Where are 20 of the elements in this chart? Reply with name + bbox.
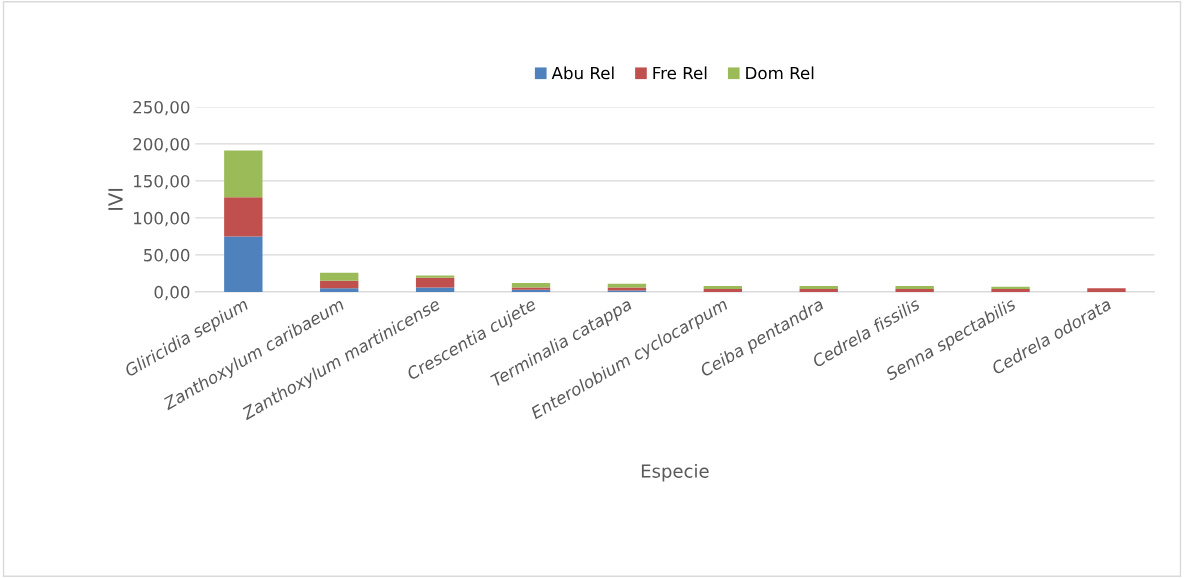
bar — [320, 280, 359, 289]
x-axis-title: Especie — [641, 463, 709, 482]
legend-label: Dom Rel — [746, 66, 814, 80]
bar — [224, 197, 263, 237]
bar — [320, 272, 359, 281]
bar — [224, 236, 263, 292]
bar — [415, 277, 455, 288]
y-axis-title: IVI — [108, 188, 123, 210]
bar — [415, 287, 455, 292]
legend-label: Abu Rel — [551, 66, 614, 80]
y-tick-label: 0,00 — [154, 285, 190, 301]
bar — [1087, 288, 1126, 292]
y-tick-label: 150,00 — [134, 174, 190, 190]
y-tick-label: 250,00 — [133, 100, 190, 116]
legend-label: Fre Rel — [653, 66, 707, 80]
y-tick-label: 50,00 — [144, 248, 190, 264]
y-tick-label: 200,00 — [133, 137, 190, 153]
bar — [224, 150, 263, 198]
y-tick-label: 100,00 — [134, 211, 190, 227]
bar — [320, 288, 359, 292]
